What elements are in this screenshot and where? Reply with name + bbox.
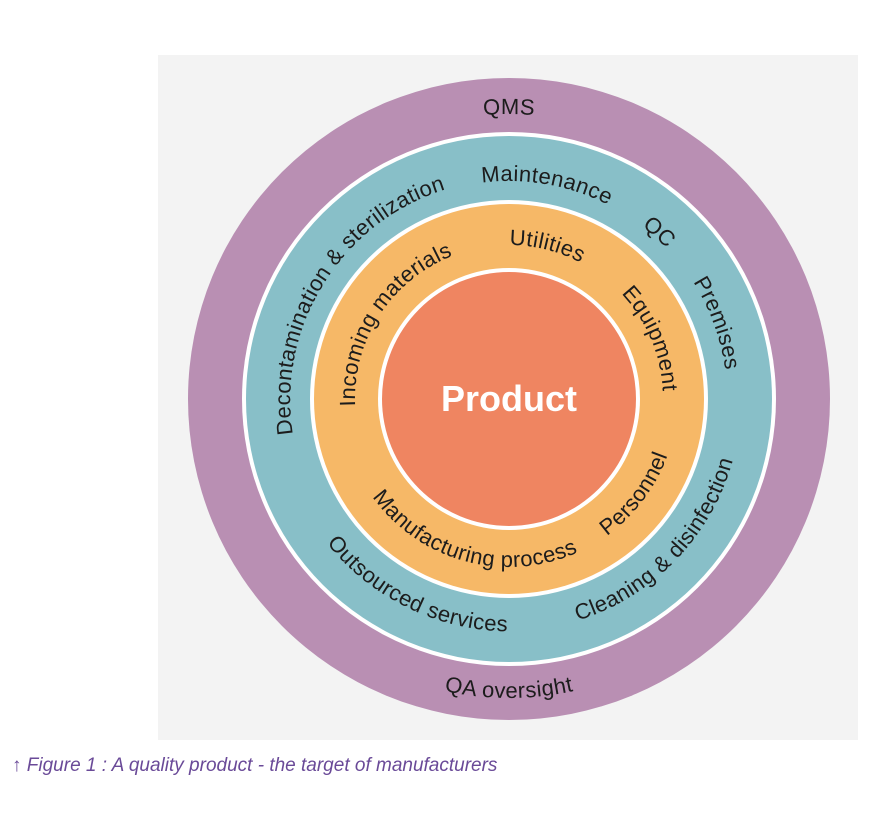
ring-label-text: QMS xyxy=(482,94,535,120)
product-label: Product xyxy=(441,378,577,419)
ring-label: QMS xyxy=(482,94,536,120)
caption: ↑ Figure 1 : A quality product - the tar… xyxy=(12,755,498,776)
product-circle xyxy=(382,272,636,526)
